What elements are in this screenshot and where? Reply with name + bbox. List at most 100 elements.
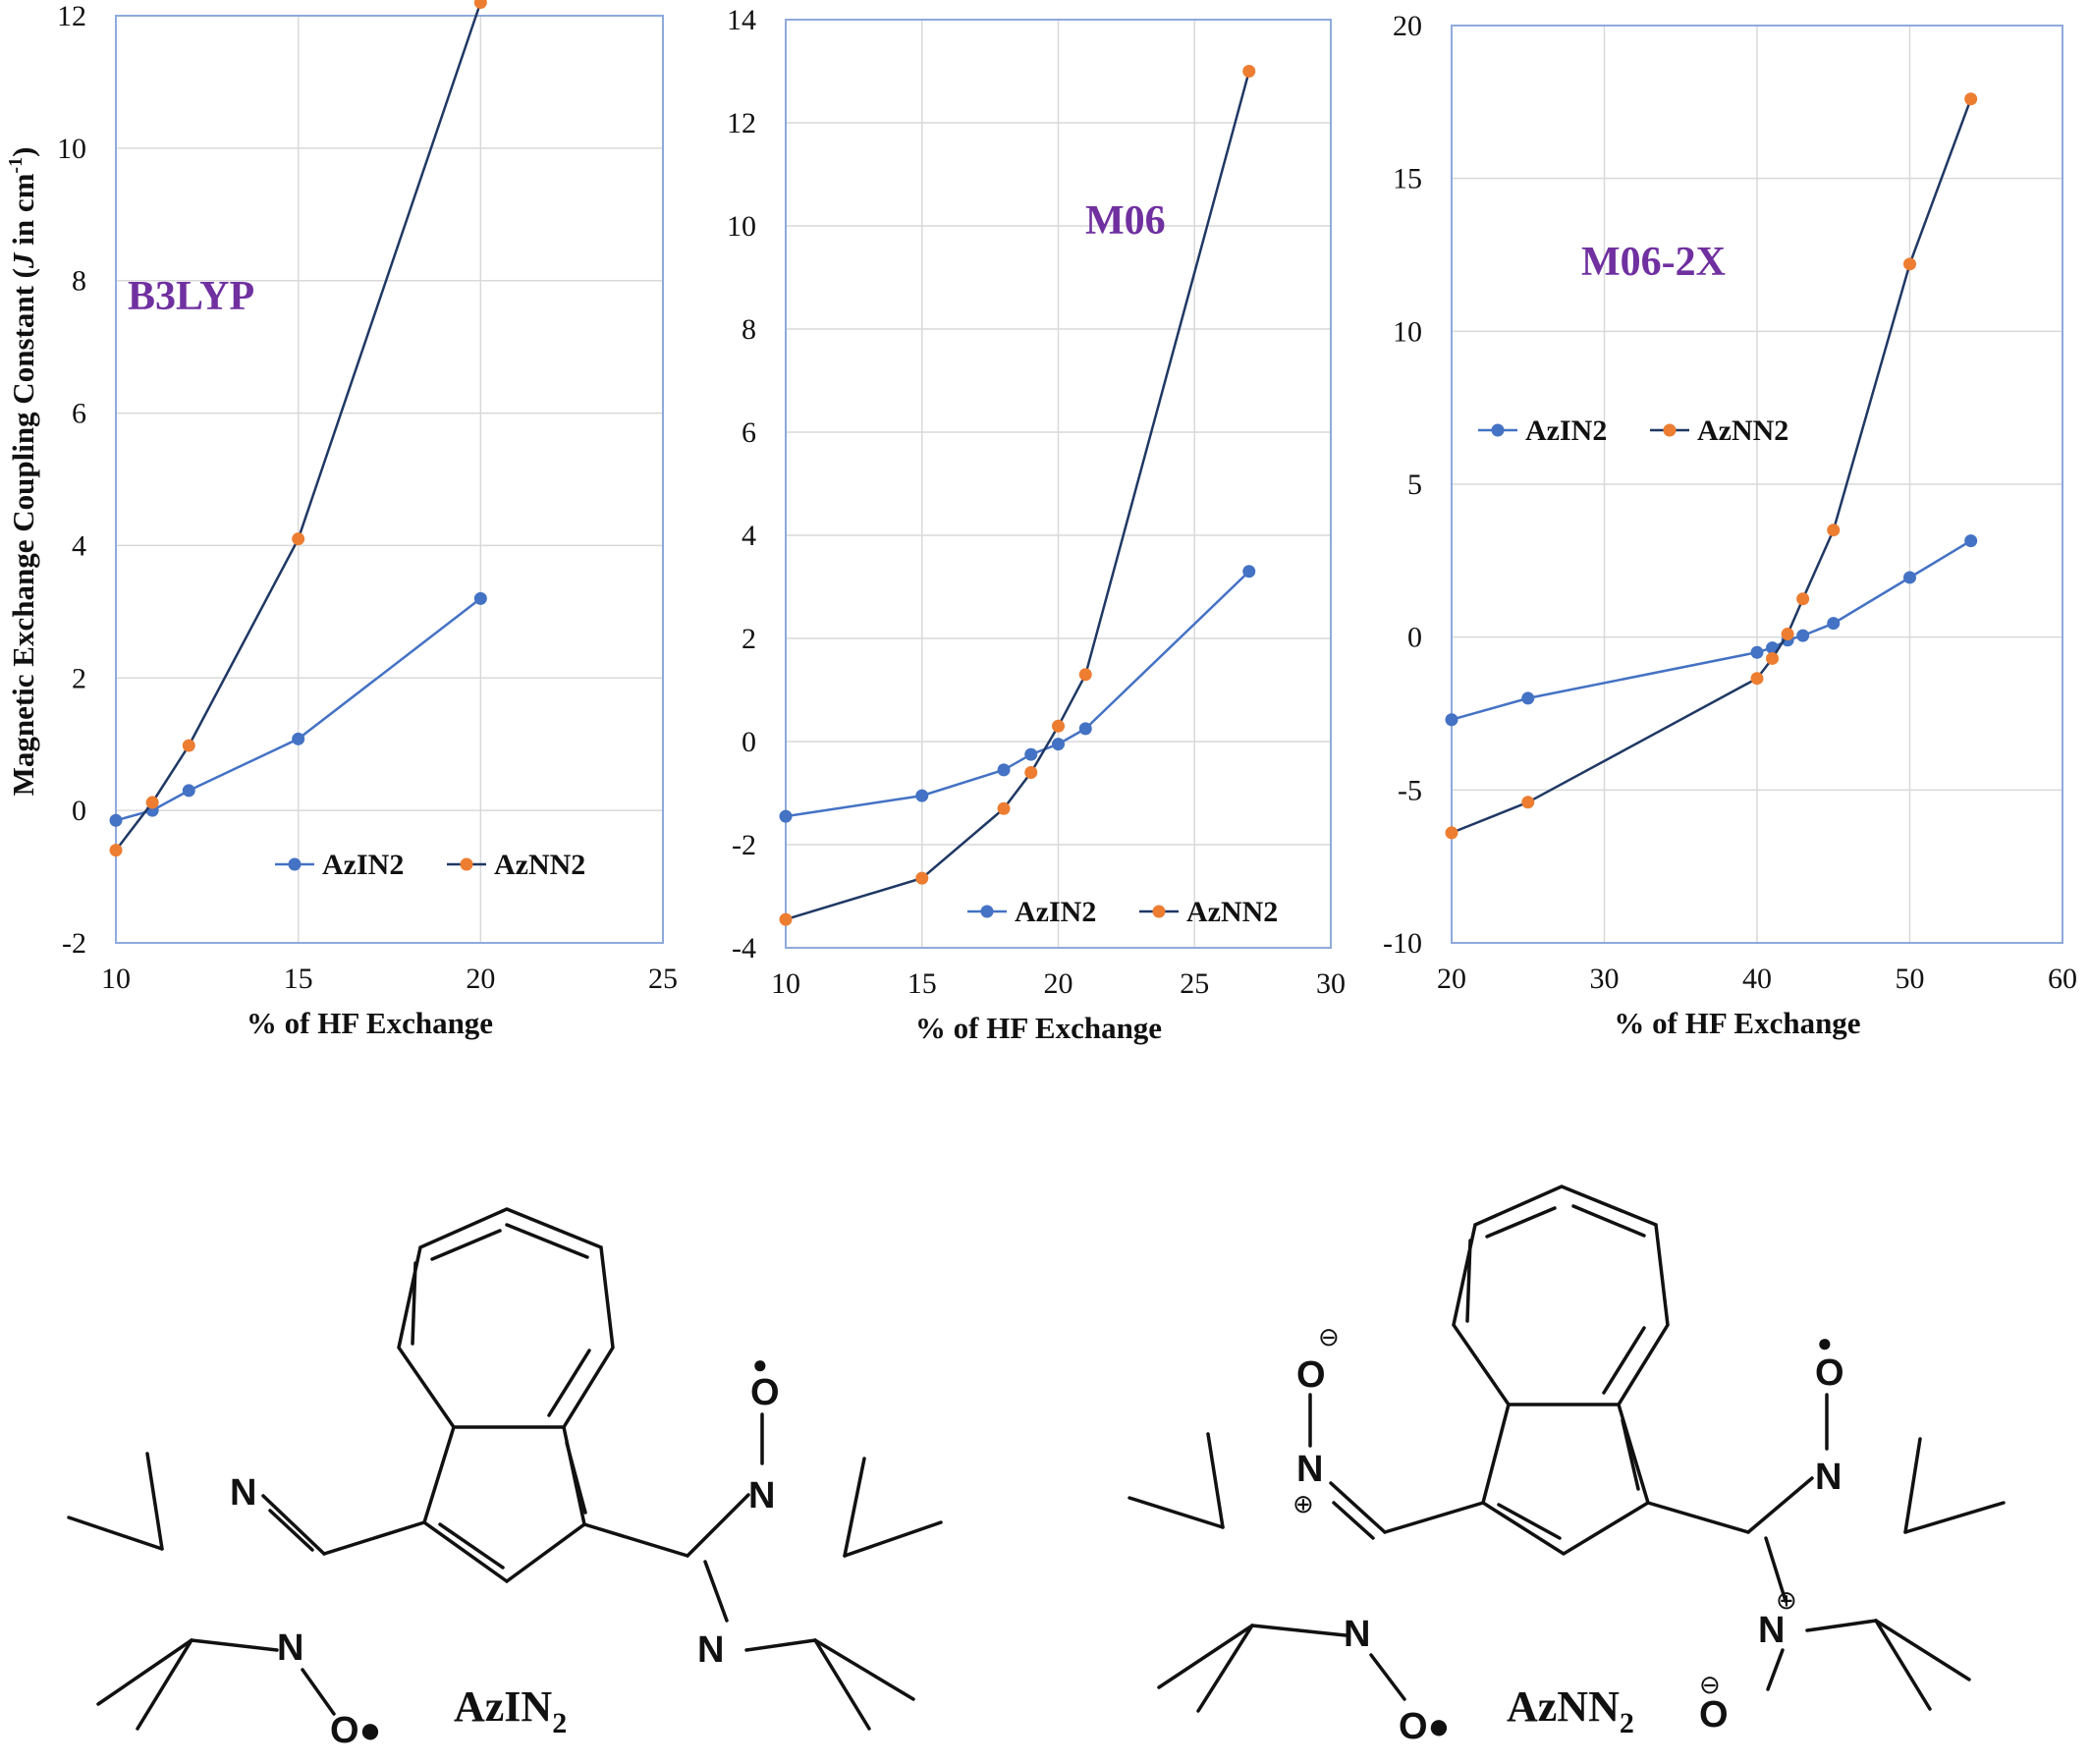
data-point-azin2 — [1796, 629, 1810, 642]
y-axis-label: Magnetic Exchange Coupling Constant (J i… — [5, 147, 40, 797]
data-point-azin2 — [1445, 713, 1458, 727]
five-ring — [421, 1425, 586, 1584]
y-tick-label: 10 — [57, 133, 86, 165]
y-tick-label: 20 — [1393, 10, 1422, 42]
data-point-azin2 — [182, 784, 195, 798]
x-axis-label: % of HF Exchange — [915, 1011, 1162, 1045]
y-tick-label: 12 — [57, 0, 86, 32]
series-line-aznn2 — [1451, 98, 1972, 835]
minus-charge-1: ⊖ — [1318, 1323, 1340, 1352]
y-tick-label: 10 — [1393, 315, 1422, 348]
x-tick-label: 30 — [1316, 967, 1346, 1000]
data-point-azin2 — [1242, 565, 1256, 579]
legend-marker-aznn2 — [1152, 905, 1166, 918]
data-point-azin2 — [473, 591, 487, 605]
atom-o-4: O — [1699, 1694, 1729, 1736]
x-tick-label: 10 — [101, 963, 131, 995]
data-point-aznn2 — [1766, 651, 1780, 665]
y-tick-label: 0 — [742, 726, 756, 758]
y-tick-label: 12 — [727, 107, 756, 139]
radical-dot-1: ● — [752, 1350, 768, 1379]
y-tick-label: -4 — [732, 932, 756, 965]
x-tick-label: 10 — [771, 967, 800, 1000]
minus-charge-2: ⊖ — [1699, 1671, 1721, 1700]
azulene-heptagon-2 — [1452, 1185, 1670, 1406]
data-point-azin2 — [1521, 691, 1535, 705]
legend-marker-azin2 — [980, 905, 994, 918]
y-tick-label: 4 — [72, 529, 86, 562]
y-tick-label: 2 — [742, 623, 756, 655]
data-point-azin2 — [1827, 617, 1841, 631]
data-point-azin2 — [1052, 738, 1065, 751]
y-tick-label: 14 — [727, 4, 756, 36]
data-point-aznn2 — [1024, 766, 1038, 779]
legend-label-aznn2: AzNN2 — [1186, 896, 1278, 928]
data-point-aznn2 — [1052, 719, 1065, 733]
atom-o-radical-2: O● — [1399, 1706, 1451, 1747]
data-point-azin2 — [915, 789, 929, 802]
data-point-aznn2 — [1903, 257, 1916, 271]
x-tick-label: 25 — [1180, 967, 1209, 1000]
data-point-aznn2 — [1242, 65, 1256, 78]
legend-label-azin2: AzIN2 — [322, 849, 404, 881]
x-tick-label: 15 — [908, 967, 937, 1000]
azulene-heptagon — [397, 1207, 615, 1429]
y-tick-label: -10 — [1383, 927, 1422, 960]
aznn2-structure: N ⊕ O ⊖ N O● N O ● N ⊕ O ⊖ AzNN2 — [1128, 1185, 2006, 1747]
legend-marker-azin2 — [1491, 423, 1505, 437]
data-point-azin2 — [779, 809, 793, 823]
x-tick-label: 25 — [648, 963, 678, 995]
atom-n-7: N — [1815, 1457, 1842, 1498]
data-point-azin2 — [1903, 571, 1916, 584]
y-tick-label: 15 — [1393, 163, 1422, 195]
x-tick-label: 15 — [284, 963, 313, 995]
data-point-aznn2 — [1750, 672, 1764, 686]
y-tick-label: -2 — [62, 927, 86, 960]
atom-n-5: N — [1296, 1449, 1323, 1490]
x-axis-label: % of HF Exchange — [1614, 1006, 1860, 1040]
data-point-aznn2 — [915, 871, 929, 885]
radical-dot-2: ● — [1817, 1328, 1833, 1357]
charts-figure: Magnetic Exchange Coupling Constant (J i… — [5, 0, 2077, 1045]
x-axis-label: % of HF Exchange — [247, 1006, 493, 1040]
legend-label-azin2: AzIN2 — [1015, 896, 1096, 928]
y-tick-label: -5 — [1398, 774, 1422, 806]
atom-n-6: N — [1344, 1614, 1370, 1655]
legend-marker-azin2 — [288, 857, 302, 871]
chart-panel-m06: 10 15 20 25 30 -4 -2 0 2 4 6 8 10 12 14 % of HF Exchang… — [727, 4, 1346, 1045]
data-point-aznn2 — [473, 0, 487, 10]
data-point-azin2 — [292, 732, 305, 745]
chart-panel-b3lyp: 10 15 20 25 -2 0 2 4 6 8 10 12 % of HF Exchange B3LYP… — [57, 0, 678, 1040]
data-point-aznn2 — [1445, 826, 1458, 840]
y-tick-label: 6 — [72, 398, 86, 430]
plus-charge-2: ⊕ — [1776, 1586, 1797, 1616]
y-tick-label: 5 — [1407, 469, 1422, 501]
x-tick-label: 40 — [1742, 963, 1772, 995]
atom-o-2: O — [1296, 1354, 1326, 1396]
five-ring-2 — [1480, 1403, 1651, 1557]
chart-title: B3LYP — [128, 274, 254, 319]
data-point-aznn2 — [1964, 92, 1978, 106]
chart-title: M06 — [1085, 198, 1166, 244]
data-point-aznn2 — [1521, 796, 1535, 809]
atom-n-8: N — [1758, 1610, 1785, 1651]
molecule-structures: N N O● N N O ● AzIN2 — [67, 1185, 2006, 1751]
data-point-aznn2 — [1078, 668, 1092, 682]
x-tick-label: 30 — [1590, 963, 1620, 995]
series-line-aznn2 — [785, 71, 1251, 921]
atom-n-2: N — [277, 1627, 303, 1669]
x-tick-label: 20 — [1437, 963, 1466, 995]
x-tick-label: 20 — [1044, 967, 1073, 1000]
aznn2-label: AzNN2 — [1507, 1682, 1634, 1739]
azin2-label: AzIN2 — [454, 1682, 567, 1739]
chart-panel-m06-2x: 20 30 40 50 60 -10 -5 0 5 10 15 20 % of HF Exchange M… — [1383, 10, 2077, 1040]
data-point-aznn2 — [1827, 524, 1841, 537]
data-point-azin2 — [1750, 645, 1764, 659]
y-tick-label: 2 — [72, 662, 86, 694]
plus-charge-1: ⊕ — [1292, 1490, 1314, 1519]
legend-label-azin2: AzIN2 — [1525, 414, 1607, 447]
plot-frame — [785, 19, 1332, 949]
data-point-aznn2 — [182, 739, 195, 752]
y-tick-label: 0 — [1407, 622, 1422, 654]
atom-n-4: N — [697, 1629, 724, 1671]
